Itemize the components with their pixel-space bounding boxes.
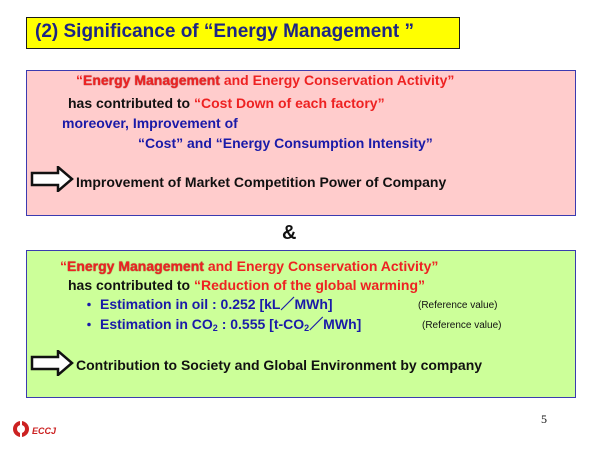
co2-estimation: Estimation in CO2 : 0.555 [t-CO2／MWh] [100,316,362,333]
page-number: 5 [541,412,547,426]
box2-heading: “Energy Management and Energy Conservati… [60,258,439,274]
box2-contribution-line: has contributed to “Reduction of the glo… [68,277,425,293]
oil-estimation: Estimation in oil : 0.252 [kL／MWh] [100,296,333,312]
bullet-icon: ・ [82,297,96,313]
cost-down-box [26,70,576,216]
slide-title: (2) Significance of “Energy Management ” [26,17,460,49]
bullet-icon: ・ [82,317,96,333]
co2-reference-note: (Reference value) [422,320,502,331]
box1-intensity-line: “Cost” and “Energy Consumption Intensity… [138,135,433,151]
box1-heading: “Energy Management and Energy Conservati… [76,72,455,88]
box1-contribution-line: has contributed to “Cost Down of each fa… [68,95,385,111]
right-arrow-icon [30,350,74,376]
right-arrow-icon [30,166,74,192]
energy-management-emphasis: Energy Management [83,72,220,88]
energy-management-emphasis: Energy Management [67,258,204,274]
ampersand: & [282,222,297,244]
eccj-logo-text: ECCJ [32,426,57,436]
oil-reference-note: (Reference value) [418,300,498,311]
global-warming-box [26,250,576,398]
box1-moreover-line: moreover, Improvement of [62,115,238,131]
box1-conclusion: Improvement of Market Competition Power … [76,174,447,190]
eccj-logo-icon [13,421,29,437]
box2-conclusion: Contribution to Society and Global Envir… [76,357,483,373]
